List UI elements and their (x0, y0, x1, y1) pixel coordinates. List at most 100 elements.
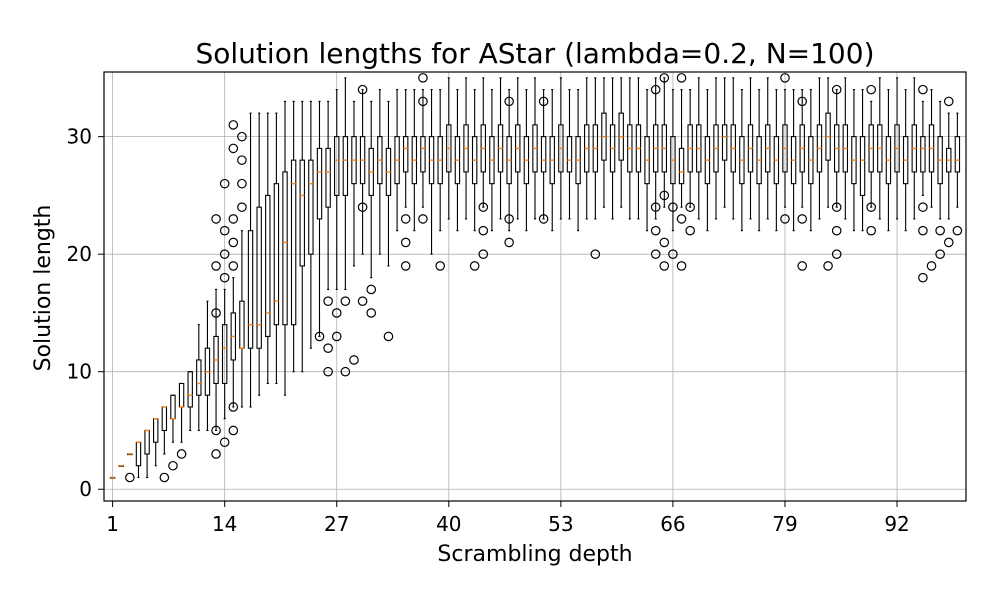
box-depth-80 (790, 89, 797, 232)
box-depth-73 (730, 77, 736, 220)
outlier-point (831, 249, 842, 259)
box-depth-43 (469, 89, 480, 271)
box-depth-60 (618, 77, 624, 208)
x-tick-label: 79 (772, 512, 797, 536)
outlier-point (383, 331, 394, 342)
box-depth-6 (153, 418, 159, 467)
box (402, 136, 409, 173)
outlier-point (668, 249, 678, 259)
box-depth-40 (446, 77, 452, 220)
outlier-point (366, 284, 377, 295)
outlier-point (926, 261, 937, 271)
outlier-point (538, 96, 549, 107)
outlier-point (590, 249, 601, 259)
outlier-point (211, 308, 221, 318)
box-depth-57 (590, 77, 601, 259)
outlier-point (323, 343, 333, 354)
outlier-point (400, 214, 411, 224)
box-depth-91 (885, 89, 892, 232)
box (954, 136, 961, 173)
box-depth-67 (676, 73, 687, 271)
outlier-point (650, 225, 661, 236)
outlier-point (211, 449, 221, 459)
box-depth-35 (400, 89, 411, 271)
box (678, 147, 685, 185)
box (239, 300, 245, 349)
outlier-point (504, 237, 514, 248)
box-depth-89 (866, 84, 876, 236)
outlier-point (797, 214, 808, 224)
box-depth-12 (204, 300, 211, 432)
box-depth-58 (601, 77, 607, 208)
box-depth-10 (187, 371, 193, 432)
outlier-point (331, 308, 342, 318)
outlier-point (219, 178, 230, 189)
x-tick-label: 40 (436, 512, 461, 536)
y-tick-label: 30 (67, 125, 92, 149)
box-depth-52 (549, 89, 555, 232)
outlier-point (357, 84, 368, 95)
box-depth-27 (331, 89, 342, 342)
box-depth-86 (842, 77, 849, 220)
outlier-point (797, 261, 808, 271)
box (342, 136, 349, 196)
box (299, 159, 305, 267)
box-depth-66 (668, 89, 678, 259)
box-depth-28 (340, 77, 351, 377)
outlier-point (331, 331, 342, 342)
outlier-point (219, 225, 230, 236)
box-depth-23 (299, 100, 305, 373)
plot-area-frame (103, 71, 967, 502)
box (273, 183, 280, 326)
outlier-point (668, 202, 678, 212)
outlier-point (159, 472, 170, 483)
outlier-point (831, 225, 842, 236)
outlier-point (676, 214, 687, 224)
box-depth-49 (523, 89, 530, 232)
outlier-point (237, 131, 247, 142)
box (721, 124, 728, 161)
outlier-point (349, 355, 359, 365)
box-depth-14 (219, 178, 230, 448)
box-depth-77 (765, 77, 771, 220)
outlier-point (357, 296, 368, 306)
outlier-point (228, 261, 239, 271)
chart-title: Solution lengths for AStar (lambda=0.2, … (196, 37, 875, 70)
box-depth-42 (463, 77, 469, 220)
outlier-point (357, 202, 368, 212)
box-depth-88 (859, 89, 866, 232)
outlier-point (228, 143, 239, 154)
box-depth-94 (911, 77, 917, 220)
box-depth-15 (228, 120, 239, 436)
box-depth-62 (635, 77, 642, 220)
outlier-point (418, 96, 428, 107)
box-depth-9 (176, 382, 187, 459)
box (161, 406, 168, 432)
box-depth-79 (780, 73, 790, 224)
outlier-point (650, 84, 661, 95)
box-depth-68 (685, 89, 695, 236)
box (334, 136, 340, 196)
box-depth-99 (952, 112, 963, 236)
box (308, 159, 314, 255)
box (920, 136, 926, 173)
x-tick-label: 27 (324, 512, 349, 536)
box-depth-72 (721, 77, 728, 208)
box-depth-92 (894, 77, 900, 220)
y-tick-label: 10 (67, 360, 92, 384)
outlier-point (228, 237, 239, 248)
x-tick-label: 1 (106, 512, 119, 536)
outlier-point (659, 261, 670, 271)
outlier-point (676, 261, 687, 271)
box-depth-17 (247, 112, 254, 408)
box (196, 359, 202, 396)
outlier-point (211, 261, 221, 271)
box (170, 394, 176, 420)
box-depth-44 (478, 77, 489, 259)
box (282, 171, 288, 326)
outlier-point (650, 202, 661, 212)
outlier-point (168, 460, 178, 471)
outlier-point (340, 366, 351, 377)
x-tick-label: 53 (548, 512, 573, 536)
outlier-point (323, 366, 333, 377)
